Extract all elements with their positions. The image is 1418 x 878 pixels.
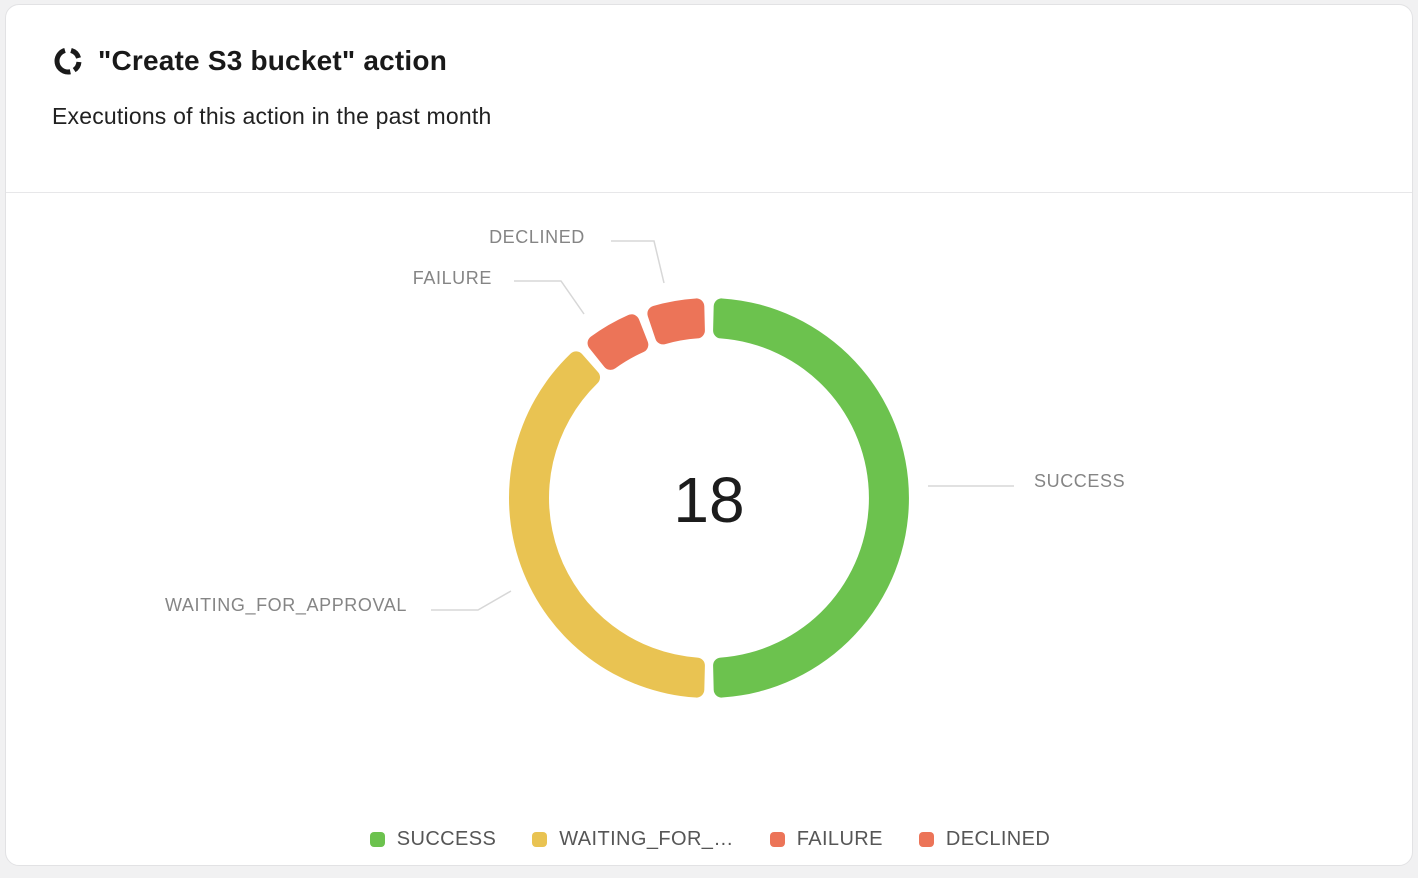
legend-item[interactable]: FAILURE: [769, 828, 883, 851]
widget-subtitle: Executions of this action in the past mo…: [52, 103, 492, 129]
success-callout-label: SUCCESS: [1034, 471, 1125, 491]
donut-chart-svg: DECLINED FAILURE SUCCESS WAITING_FOR_APP…: [165, 227, 1125, 698]
failure-callout-label: FAILURE: [413, 268, 492, 288]
donut-segment-failure[interactable]: [587, 314, 649, 370]
declined-callout-label: DECLINED: [489, 227, 585, 247]
legend-item[interactable]: WAITING_FOR_…: [532, 828, 733, 851]
waiting-callout-label: WAITING_FOR_APPROVAL: [165, 595, 407, 616]
legend-swatch-icon: [532, 832, 548, 847]
widget-card: "Create S3 bucket" action Executions of …: [5, 4, 1413, 866]
legend-swatch-icon: [918, 832, 934, 847]
donut-chart-icon: [54, 47, 82, 75]
legend-label: SUCCESS: [396, 828, 497, 850]
header-divider: [6, 191, 1412, 193]
chart-legend: SUCCESS WAITING_FOR_… FAILURE DECLINED: [6, 828, 1412, 851]
failure-callout-line: [514, 280, 585, 315]
widget-title: "Create S3 bucket" action: [98, 45, 447, 76]
legend-label: DECLINED: [945, 828, 1051, 850]
donut-center-total: 18: [673, 464, 744, 536]
waiting-callout-line: [431, 590, 512, 611]
legend-swatch-icon: [369, 832, 385, 847]
donut-chart: DECLINED FAILURE SUCCESS WAITING_FOR_APP…: [6, 193, 1412, 865]
legend-swatch-icon: [769, 832, 785, 847]
widget-header: "Create S3 bucket" action Executions of …: [6, 5, 1412, 192]
legend-label: WAITING_FOR_…: [559, 828, 734, 850]
donut-segment-waiting_for_approval[interactable]: [509, 351, 705, 698]
declined-callout-line: [611, 240, 665, 284]
donut-segment-success[interactable]: [713, 298, 909, 698]
donut-segments: [509, 298, 909, 698]
donut-segment-declined[interactable]: [647, 298, 705, 345]
legend-item[interactable]: DECLINED: [918, 828, 1051, 851]
legend-label: FAILURE: [796, 828, 883, 850]
legend-item[interactable]: SUCCESS: [369, 828, 497, 851]
